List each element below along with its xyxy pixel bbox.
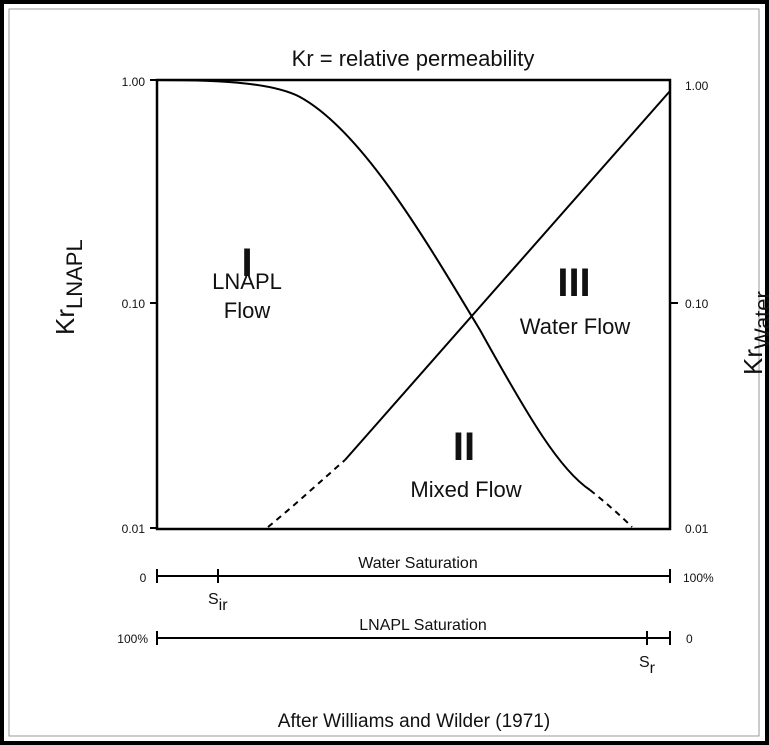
plot-box (155, 78, 672, 531)
marker-base: S (208, 591, 219, 608)
citation: After Williams and Wilder (1971) (278, 711, 550, 732)
lnapl-saturation-axis (156, 631, 671, 645)
axis-label: Kr (738, 349, 768, 375)
region-label: Mixed Flow (410, 477, 521, 502)
left-tick-label: 0.10 (122, 297, 146, 311)
axis-end-label: 100% (117, 632, 148, 646)
lnapl-curve-dashed (589, 489, 633, 528)
right-axis-title: KrWater (738, 291, 769, 375)
water-saturation-axis (156, 569, 671, 583)
left-tick-label: 0.01 (122, 522, 146, 536)
axis-label: Kr (50, 309, 80, 335)
lnapl-curve (156, 79, 591, 491)
right-tick-label: 0.01 (685, 522, 709, 536)
left-axis-title: KrLNAPL (50, 239, 87, 335)
region-numeral: I (241, 241, 252, 285)
right-tick-label: 0.10 (685, 297, 709, 311)
axis-end-label: 100% (683, 571, 714, 585)
marker-label: Sir (208, 591, 228, 614)
axis-subscript: Water (750, 291, 769, 349)
region-label: LNAPL (212, 269, 282, 294)
region-numeral: II (453, 425, 475, 469)
region-label: Water Flow (520, 314, 631, 339)
axis-title: Water Saturation (358, 555, 477, 572)
left-ticks (150, 79, 678, 529)
marker-sub: ir (219, 597, 229, 614)
right-tick-label: 1.00 (685, 79, 709, 93)
title: Kr = relative permeability (292, 46, 535, 71)
left-tick-label: 1.00 (122, 75, 146, 89)
inner-frame (8, 8, 760, 737)
axis-subscript: LNAPL (62, 239, 87, 309)
water-curve-dashed (267, 459, 346, 528)
marker-base: S (639, 654, 650, 671)
region-numeral: III (557, 261, 590, 305)
marker-sub: r (650, 660, 656, 677)
water-curve (344, 90, 671, 461)
region-label: Flow (224, 298, 271, 323)
axis-end-label: 0 (686, 632, 693, 646)
axis-end-label: 0 (140, 571, 147, 585)
marker-label: Sr (639, 654, 656, 677)
axis-title: LNAPL Saturation (359, 617, 486, 634)
